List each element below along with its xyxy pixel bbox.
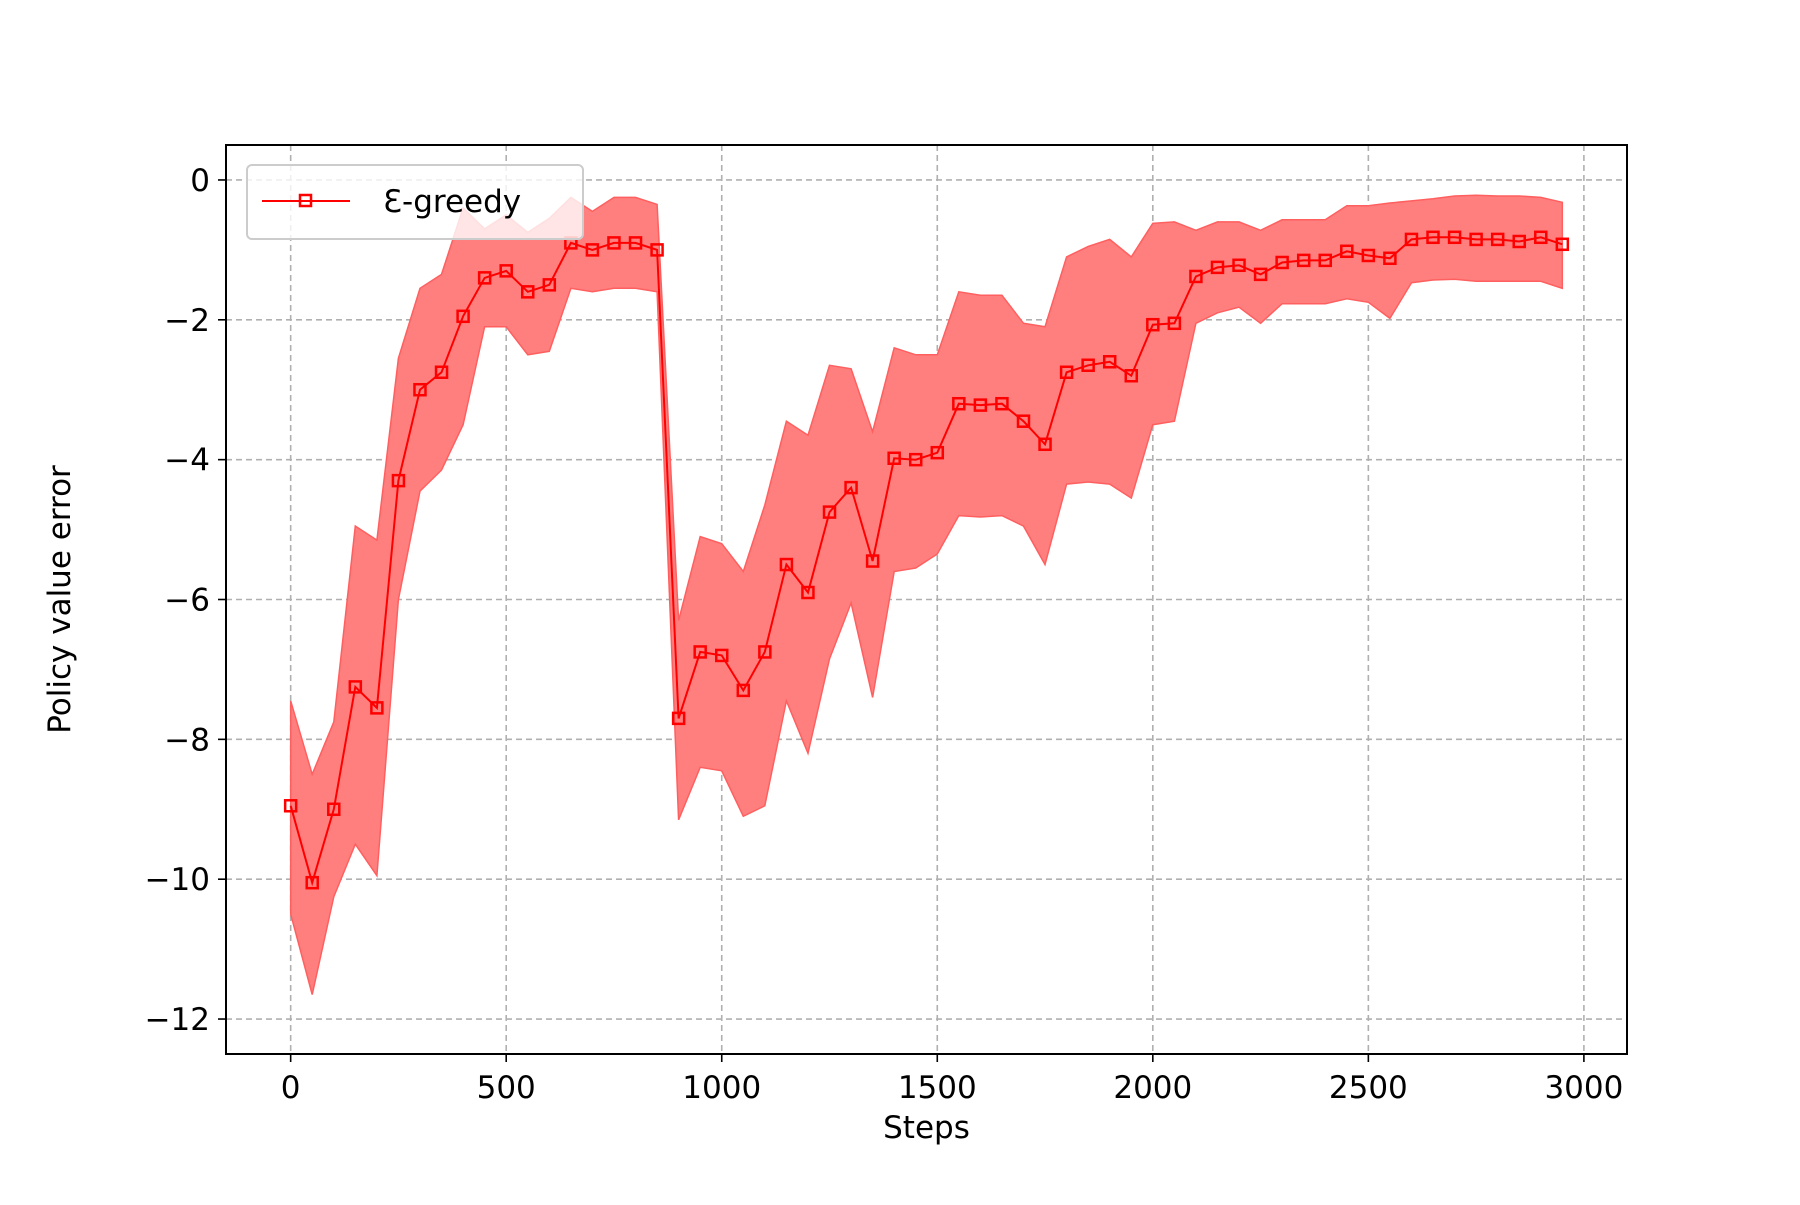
data-point-marker: [995, 396, 1009, 411]
series-lines: [289, 236, 1563, 887]
legend-box: [246, 164, 584, 240]
data-point-marker: [973, 398, 988, 412]
data-point-marker: [521, 285, 535, 299]
data-point-marker: [693, 645, 707, 659]
data-point-marker: [542, 278, 557, 292]
data-point-marker: [348, 680, 363, 694]
data-point-marker: [1016, 414, 1031, 428]
data-point-marker: [1426, 230, 1440, 245]
data-point-marker: [1404, 232, 1419, 247]
data-point-marker: [434, 365, 449, 379]
x-axis-label: Steps: [883, 1110, 970, 1146]
data-point-marker: [1447, 230, 1462, 245]
data-point-marker: [758, 645, 772, 659]
data-point-marker: [477, 271, 492, 285]
data-point-marker: [930, 445, 945, 460]
data-point-marker: [628, 236, 643, 250]
x-tick-label: 500: [477, 1070, 536, 1106]
y-tick-label: −10: [145, 862, 210, 898]
series-markers: [283, 230, 1570, 890]
data-point-marker: [456, 309, 470, 324]
legend-label: Ɛ-greedy: [383, 184, 521, 220]
data-point-marker: [1124, 368, 1139, 383]
data-point-marker: [391, 473, 406, 488]
y-tick-label: −2: [164, 303, 210, 339]
data-point-marker: [1189, 269, 1203, 284]
data-point-marker: [1296, 253, 1311, 268]
data-point-marker: [1318, 253, 1332, 268]
legend: Ɛ-greedy: [246, 164, 584, 240]
x-tick-label: 2000: [1113, 1070, 1192, 1106]
data-point-marker: [1555, 237, 1570, 252]
data-point-marker: [714, 648, 729, 663]
y-axis-label: Policy value error: [42, 465, 78, 734]
x-axis-ticks: 0 500 1000 1500 2000 2500 3000: [281, 1054, 1623, 1106]
data-point-marker: [1210, 260, 1225, 275]
y-tick-label: 0: [190, 163, 210, 199]
x-tick-label: 0: [281, 1070, 301, 1106]
data-point-marker: [736, 683, 751, 698]
data-point-marker: [1102, 355, 1117, 369]
y-tick-label: −8: [164, 722, 210, 758]
data-point-marker: [585, 243, 600, 257]
data-point-marker: [1490, 232, 1505, 247]
data-point-marker: [1232, 258, 1246, 273]
data-point-marker: [1253, 267, 1268, 282]
data-point-marker: [865, 554, 880, 568]
data-point-marker: [413, 382, 427, 397]
y-tick-label: −6: [164, 583, 210, 619]
data-point-marker: [370, 701, 384, 715]
data-point-marker: [1361, 248, 1376, 263]
x-tick-label: 1000: [682, 1070, 761, 1106]
data-point-marker: [607, 236, 621, 250]
data-point-marker: [1340, 244, 1354, 259]
data-point-marker: [1383, 251, 1397, 266]
data-point-marker: [327, 802, 341, 817]
data-point-marker: [650, 243, 664, 257]
data-point-marker: [1512, 234, 1526, 249]
data-point-marker: [844, 480, 858, 495]
data-point-marker: [1038, 437, 1052, 452]
data-point-marker: [1167, 316, 1182, 331]
data-point-marker: [952, 396, 966, 411]
data-point-marker: [1059, 365, 1074, 379]
data-point-marker: [499, 264, 513, 278]
data-point-marker: [671, 711, 686, 726]
data-point-marker: [887, 451, 901, 466]
confidence-bands: [289, 194, 1564, 995]
data-point-marker: [1534, 230, 1548, 245]
series-line: [289, 236, 1563, 887]
y-axis-ticks: 0 −2 −4 −6 −8 −10 −12: [145, 163, 226, 1038]
data-point-marker: [283, 799, 298, 813]
data-point-marker: [1275, 255, 1289, 270]
x-tick-label: 1500: [898, 1070, 977, 1106]
data-point-marker: [908, 452, 923, 467]
legend-marker-square: [298, 193, 313, 208]
data-point-marker: [305, 875, 319, 890]
data-point-marker: [1081, 358, 1095, 373]
data-point-marker: [779, 557, 794, 572]
confidence-band: [289, 194, 1564, 995]
y-tick-label: −12: [145, 1002, 210, 1038]
data-point-marker: [822, 505, 837, 519]
y-tick-label: −4: [164, 443, 210, 479]
x-tick-label: 2500: [1329, 1070, 1408, 1106]
data-point-marker: [801, 585, 815, 600]
data-point-marker: [1469, 232, 1483, 247]
x-tick-label: 3000: [1544, 1070, 1623, 1106]
data-point-marker: [1146, 317, 1160, 332]
